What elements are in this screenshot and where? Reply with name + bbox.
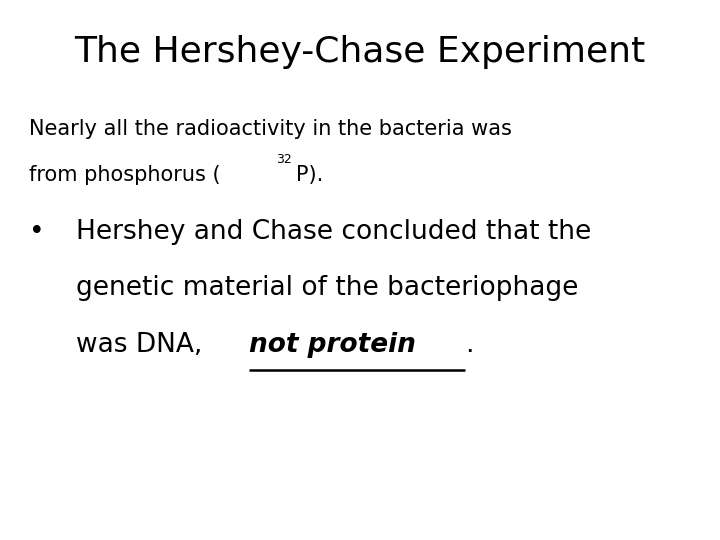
- Text: 32: 32: [276, 153, 292, 166]
- Text: Nearly all the radioactivity in the bacteria was: Nearly all the radioactivity in the bact…: [29, 119, 512, 139]
- Text: •: •: [29, 219, 45, 245]
- Text: P).: P).: [297, 165, 323, 185]
- Text: was DNA,: was DNA,: [76, 332, 210, 358]
- Text: The Hershey-Chase Experiment: The Hershey-Chase Experiment: [74, 35, 646, 69]
- Text: .: .: [465, 332, 473, 358]
- Text: Hershey and Chase concluded that the: Hershey and Chase concluded that the: [76, 219, 591, 245]
- Text: from phosphorus (: from phosphorus (: [29, 165, 220, 185]
- Text: not protein: not protein: [249, 332, 416, 358]
- Text: genetic material of the bacteriophage: genetic material of the bacteriophage: [76, 275, 578, 301]
